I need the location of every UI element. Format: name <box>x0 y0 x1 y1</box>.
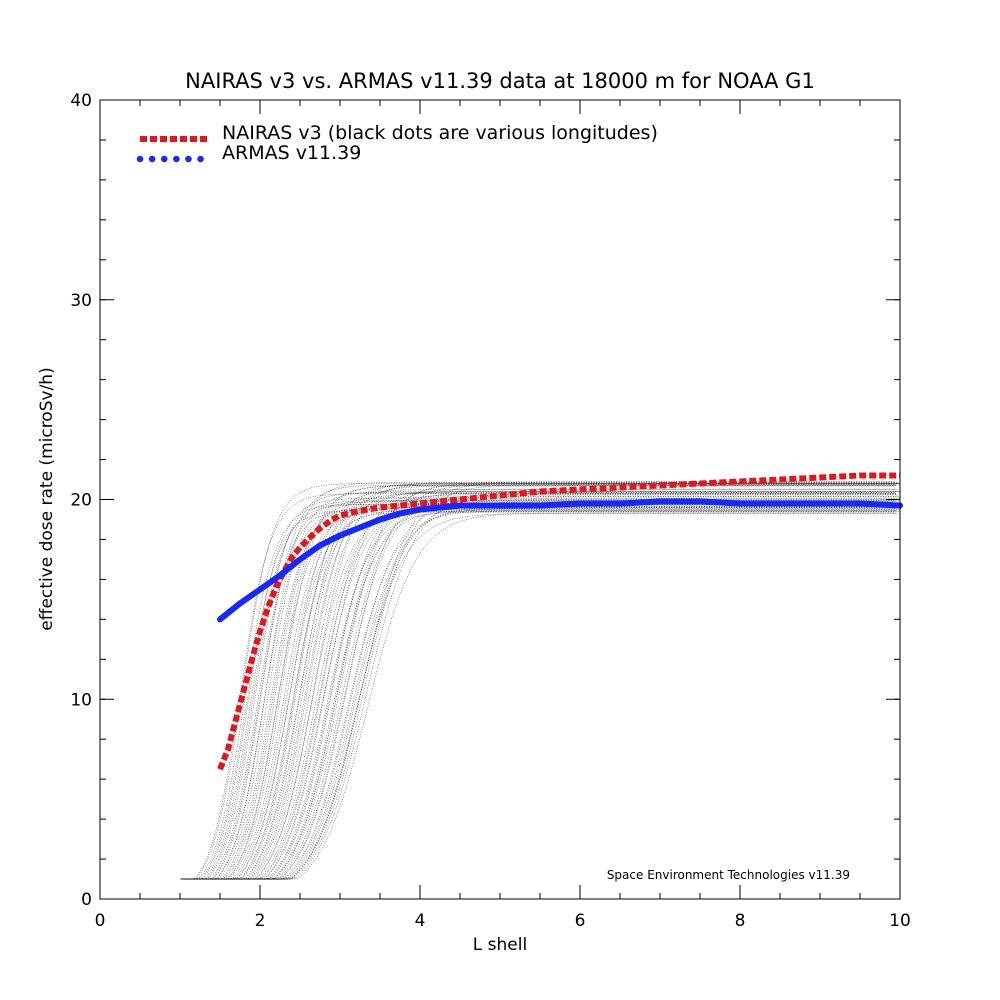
background-trace <box>202 501 899 880</box>
background-trace <box>192 503 898 880</box>
y-tick-label: 40 <box>70 91 92 111</box>
background-trace <box>181 493 897 880</box>
x-axis-label: L shell <box>473 935 527 955</box>
series-layer <box>217 472 903 771</box>
background-trace <box>190 510 897 880</box>
background-trace <box>189 511 900 880</box>
background-trace <box>199 484 896 880</box>
background-trace <box>189 483 900 880</box>
y-tick-label: 10 <box>70 690 92 710</box>
series-nairas-line <box>217 472 900 771</box>
background-trace <box>192 496 899 880</box>
background-trace <box>185 492 897 880</box>
background-trace <box>198 482 900 880</box>
credit-annotation: Space Environment Technologies v11.39 <box>607 868 850 882</box>
background-trace <box>199 506 896 880</box>
background-trace <box>190 484 897 880</box>
plot-frame <box>99 99 901 900</box>
y-tick-label: 0 <box>81 890 92 910</box>
legend: NAIRAS v3 (black dots are various longit… <box>136 122 658 164</box>
background-trace <box>197 512 898 880</box>
background-trace <box>187 499 898 880</box>
y-tick-label: 20 <box>70 491 92 511</box>
legend-label-nairas: NAIRAS v3 (black dots are various longit… <box>222 122 658 144</box>
background-trace <box>180 500 896 880</box>
background-trace <box>185 485 896 880</box>
axis-ticks: 0 2 4 6 8 10 0 10 20 30 40 <box>70 91 910 931</box>
background-trace <box>200 481 897 880</box>
background-traces <box>180 481 900 880</box>
x-tick-label: 10 <box>889 911 911 931</box>
background-trace <box>180 492 896 880</box>
x-tick-label: 4 <box>415 911 426 931</box>
chart-title: NAIRAS v3 vs. ARMAS v11.39 data at 18000… <box>185 69 815 93</box>
x-tick-label: 0 <box>95 911 106 931</box>
background-trace <box>183 506 899 880</box>
background-trace <box>203 503 900 880</box>
background-trace <box>197 491 899 880</box>
y-tick-label: 30 <box>70 291 92 311</box>
background-trace <box>188 500 899 880</box>
background-trace <box>196 506 897 880</box>
x-tick-label: 8 <box>735 911 746 931</box>
x-tick-label: 6 <box>575 911 586 931</box>
x-tick-label: 2 <box>255 911 266 931</box>
background-trace <box>188 509 899 880</box>
background-trace <box>184 497 900 880</box>
background-trace <box>182 483 899 880</box>
background-trace <box>190 511 896 880</box>
background-trace <box>195 485 896 880</box>
series-armas-line <box>217 498 903 623</box>
background-trace <box>180 481 896 880</box>
background-trace <box>181 488 897 880</box>
legend-label-armas: ARMAS v11.39 <box>222 142 361 164</box>
background-trace <box>186 511 897 880</box>
y-axis-label: effective dose rate (microSv/h) <box>37 367 57 630</box>
background-trace <box>194 496 900 880</box>
background-trace <box>197 507 899 880</box>
background-trace <box>182 513 898 880</box>
background-trace <box>193 483 900 880</box>
background-trace <box>190 484 897 880</box>
